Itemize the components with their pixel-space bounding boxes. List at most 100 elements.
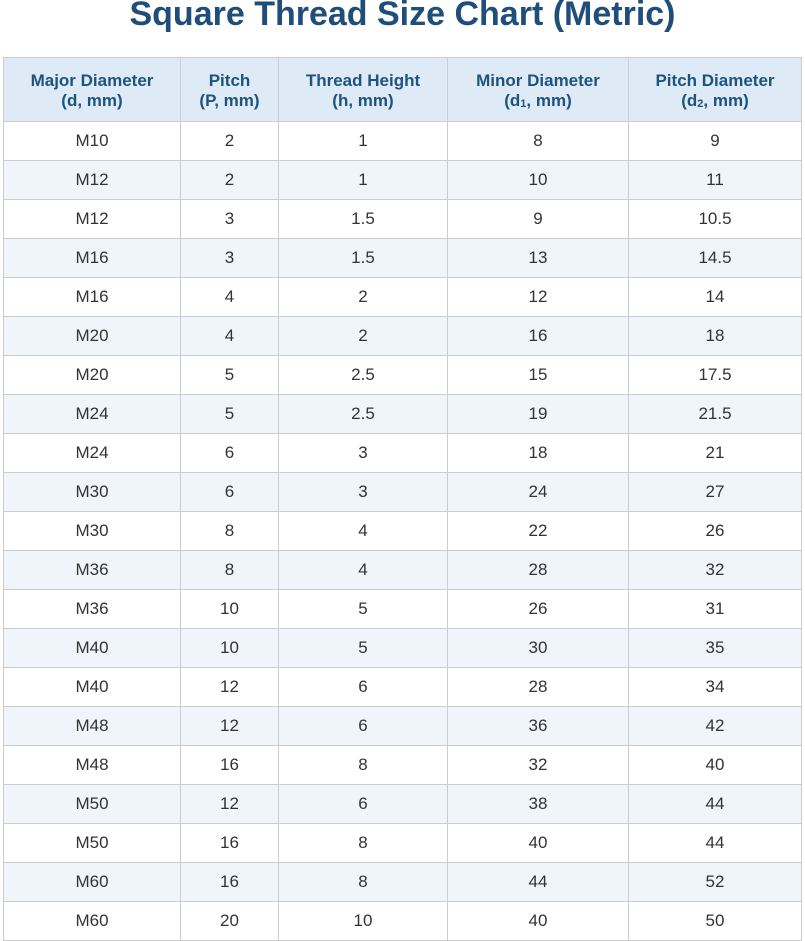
table-row: M16 4 2 12 14 (3, 277, 802, 317)
cell-thread-height: 4 (278, 511, 448, 551)
column-header-pitch-diameter: Pitch Diameter (d2, mm) (628, 57, 802, 122)
cell-major-diameter: M40 (3, 667, 181, 707)
table-row: M20 4 2 16 18 (3, 316, 802, 356)
cell-pitch: 3 (180, 199, 279, 239)
cell-thread-height: 10 (278, 901, 448, 941)
cell-minor-diameter: 13 (447, 238, 629, 278)
cell-pitch-diameter: 10.5 (628, 199, 802, 239)
cell-pitch: 20 (180, 901, 279, 941)
column-title: Pitch (208, 71, 251, 90)
cell-major-diameter: M30 (3, 472, 181, 512)
cell-minor-diameter: 19 (447, 394, 629, 434)
cell-minor-diameter: 16 (447, 316, 629, 356)
cell-pitch-diameter: 31 (628, 589, 802, 629)
cell-major-diameter: M60 (3, 901, 181, 941)
cell-major-diameter: M40 (3, 628, 181, 668)
column-header-major-diameter: Major Diameter (d, mm) (3, 57, 181, 122)
cell-pitch-diameter: 35 (628, 628, 802, 668)
cell-pitch-diameter: 32 (628, 550, 802, 590)
cell-pitch: 8 (180, 511, 279, 551)
cell-pitch: 10 (180, 589, 279, 629)
cell-major-diameter: M20 (3, 316, 181, 356)
cell-pitch: 5 (180, 355, 279, 395)
table-row: M48 16 8 32 40 (3, 745, 802, 785)
cell-minor-diameter: 28 (447, 667, 629, 707)
page-title: Square Thread Size Chart (Metric) (129, 0, 676, 33)
cell-thread-height: 6 (278, 706, 448, 746)
cell-thread-height: 2 (278, 277, 448, 317)
cell-thread-height: 8 (278, 862, 448, 902)
cell-thread-height: 1 (278, 121, 448, 161)
cell-pitch-diameter: 14.5 (628, 238, 802, 278)
cell-pitch-diameter: 52 (628, 862, 802, 902)
cell-pitch-diameter: 18 (628, 316, 802, 356)
table-row: M50 16 8 40 44 (3, 823, 802, 863)
table-header-row: Major Diameter (d, mm) Pitch (P, mm) Thread … (3, 57, 802, 122)
cell-pitch-diameter: 11 (628, 160, 802, 200)
cell-pitch-diameter: 17.5 (628, 355, 802, 395)
cell-major-diameter: M36 (3, 550, 181, 590)
cell-thread-height: 4 (278, 550, 448, 590)
cell-major-diameter: M48 (3, 745, 181, 785)
cell-major-diameter: M24 (3, 394, 181, 434)
table-row: M40 12 6 28 34 (3, 667, 802, 707)
column-unit: (d, mm) (61, 91, 123, 110)
table-row: M24 5 2.5 19 21.5 (3, 394, 802, 434)
cell-thread-height: 3 (278, 472, 448, 512)
table-row: M36 8 4 28 32 (3, 550, 802, 590)
cell-minor-diameter: 32 (447, 745, 629, 785)
table-row: M60 16 8 44 52 (3, 862, 802, 902)
table-body: M10 2 1 8 9 M12 2 1 10 11 M12 3 1.5 9 10.5 M16 3 1.5 13 14.… (3, 121, 802, 941)
table-row: M48 12 6 36 42 (3, 706, 802, 746)
cell-pitch: 2 (180, 121, 279, 161)
cell-major-diameter: M24 (3, 433, 181, 473)
cell-pitch-diameter: 50 (628, 901, 802, 941)
table-row: M20 5 2.5 15 17.5 (3, 355, 802, 395)
cell-major-diameter: M60 (3, 862, 181, 902)
table-row: M36 10 5 26 31 (3, 589, 802, 629)
cell-minor-diameter: 12 (447, 277, 629, 317)
table-row: M12 2 1 10 11 (3, 160, 802, 200)
thread-size-table: Major Diameter (d, mm) Pitch (P, mm) Thread … (3, 57, 802, 941)
cell-thread-height: 1.5 (278, 199, 448, 239)
cell-pitch: 12 (180, 784, 279, 824)
cell-pitch: 6 (180, 433, 279, 473)
cell-pitch: 5 (180, 394, 279, 434)
cell-thread-height: 1 (278, 160, 448, 200)
table-row: M16 3 1.5 13 14.5 (3, 238, 802, 278)
cell-minor-diameter: 26 (447, 589, 629, 629)
cell-thread-height: 6 (278, 784, 448, 824)
cell-major-diameter: M16 (3, 238, 181, 278)
column-unit: (d2, mm) (681, 91, 749, 110)
cell-pitch-diameter: 27 (628, 472, 802, 512)
cell-pitch: 16 (180, 745, 279, 785)
cell-major-diameter: M50 (3, 784, 181, 824)
cell-pitch: 10 (180, 628, 279, 668)
cell-minor-diameter: 22 (447, 511, 629, 551)
column-title: Pitch Diameter (655, 71, 775, 90)
table-row: M24 6 3 18 21 (3, 433, 802, 473)
cell-pitch-diameter: 44 (628, 823, 802, 863)
cell-major-diameter: M12 (3, 160, 181, 200)
cell-minor-diameter: 9 (447, 199, 629, 239)
cell-pitch: 4 (180, 316, 279, 356)
cell-thread-height: 5 (278, 628, 448, 668)
table-row: M60 20 10 40 50 (3, 901, 802, 941)
cell-pitch-diameter: 21 (628, 433, 802, 473)
cell-minor-diameter: 30 (447, 628, 629, 668)
column-unit-subscript: 1 (520, 98, 527, 110)
cell-thread-height: 2 (278, 316, 448, 356)
cell-major-diameter: M16 (3, 277, 181, 317)
cell-minor-diameter: 28 (447, 550, 629, 590)
cell-major-diameter: M50 (3, 823, 181, 863)
cell-pitch-diameter: 44 (628, 784, 802, 824)
cell-thread-height: 1.5 (278, 238, 448, 278)
cell-pitch-diameter: 42 (628, 706, 802, 746)
cell-minor-diameter: 24 (447, 472, 629, 512)
cell-thread-height: 8 (278, 745, 448, 785)
column-title: Major Diameter (30, 71, 154, 90)
cell-minor-diameter: 8 (447, 121, 629, 161)
column-title: Thread Height (305, 71, 421, 90)
cell-minor-diameter: 38 (447, 784, 629, 824)
cell-pitch: 12 (180, 706, 279, 746)
